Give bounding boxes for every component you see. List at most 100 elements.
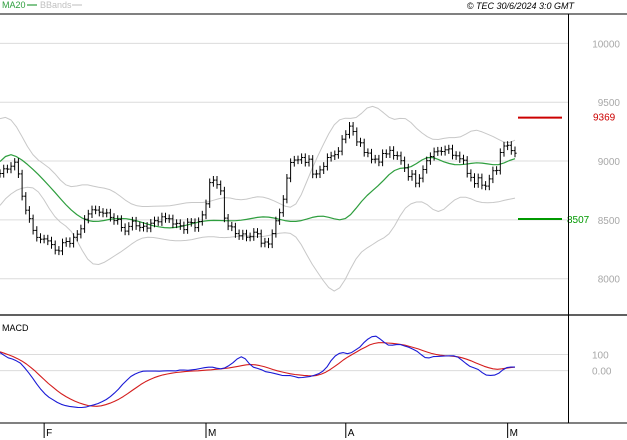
price-bar: [31, 214, 35, 235]
price-bar: [495, 166, 499, 175]
price-bar: [116, 215, 120, 225]
price-bar: [60, 238, 65, 256]
price-bar: [119, 215, 123, 232]
price-bar: [285, 174, 289, 204]
price-bar: [5, 164, 9, 174]
support-label: 8507: [567, 215, 590, 226]
price-bar: [314, 169, 318, 179]
price-bar: [450, 144, 455, 160]
x-axis-tick-labels: FMAMJJ: [43, 423, 518, 439]
price-bar: [160, 212, 164, 226]
price-bar: [244, 229, 249, 242]
price-bar: [513, 146, 517, 158]
price-bar: [123, 223, 127, 236]
ma20-line: [0, 154, 516, 229]
price-bar: [362, 138, 366, 157]
support-resistance-levels: 9369 8507: [518, 113, 616, 226]
price-bar: [35, 226, 39, 242]
price-bar: [127, 222, 131, 236]
price-bar: [252, 228, 256, 241]
price-bar: [425, 156, 429, 174]
price-bar: [421, 165, 425, 183]
price-bar: [94, 205, 98, 215]
price-bar: [193, 218, 197, 232]
price-bar: [42, 234, 46, 244]
macd-y-tick-label: 100: [592, 351, 609, 362]
price-bar: [226, 214, 230, 231]
price-bar: [274, 216, 278, 238]
price-bar: [281, 195, 285, 217]
y-tick-label: 10000: [592, 39, 620, 50]
price-bars: [0, 122, 517, 256]
macd-main-line: [0, 335, 515, 409]
price-bar: [380, 149, 385, 167]
price-bar: [436, 146, 440, 156]
price-bar: [255, 228, 260, 238]
price-bar: [461, 154, 466, 165]
price-bar: [130, 216, 135, 231]
price-bar: [57, 246, 61, 256]
price-bar: [13, 158, 17, 171]
price-bar: [68, 237, 72, 248]
price-bar: [410, 170, 414, 181]
price-bar: [289, 158, 293, 183]
price-bar: [83, 215, 87, 233]
price-bar: [230, 221, 234, 232]
price-bar: [447, 144, 451, 154]
price-bar: [336, 147, 341, 159]
price-bar: [189, 218, 193, 227]
price-bar: [509, 141, 513, 155]
price-bar: [428, 152, 432, 165]
price-bar: [443, 145, 447, 156]
price-bar: [219, 180, 223, 196]
price-bar: [355, 127, 359, 146]
price-bar: [417, 174, 421, 188]
y-axis-tick-labels: 10000 9500 9000 8500 8000 100 0.00: [592, 39, 620, 377]
price-bar: [506, 141, 510, 151]
price-bar: [322, 162, 326, 174]
y-tick-label: 9500: [598, 98, 621, 109]
price-bar: [333, 150, 337, 160]
price-bar: [53, 240, 57, 255]
macd-signal-line: [0, 342, 516, 407]
price-bar: [156, 216, 160, 226]
price-bar: [303, 153, 307, 167]
macd-lines: [0, 335, 516, 409]
price-bar: [439, 146, 444, 156]
price-bar: [266, 237, 271, 249]
price-bar: [311, 155, 315, 179]
price-bar: [388, 146, 392, 158]
price-bar: [483, 181, 488, 191]
price-bar: [16, 158, 20, 178]
price-bar: [163, 212, 168, 223]
price-bar: [395, 151, 399, 160]
price-bar: [277, 208, 282, 225]
price-bar: [469, 169, 473, 182]
price-bar: [465, 156, 469, 178]
price-bar: [329, 151, 333, 162]
resistance-label: 9369: [593, 113, 616, 124]
price-bar: [64, 237, 68, 247]
price-bar: [502, 141, 506, 157]
price-bar: [237, 229, 241, 240]
price-bar: [71, 233, 76, 248]
macd-y-tick-label: 0.00: [592, 367, 612, 378]
price-bar: [167, 214, 171, 223]
price-bar: [344, 130, 348, 144]
price-bar: [399, 151, 403, 165]
price-bar: [182, 221, 186, 234]
price-bar: [366, 148, 370, 158]
price-bar: [233, 222, 238, 238]
price-bar: [406, 163, 410, 181]
price-bar: [0, 169, 2, 178]
x-tick-label: M: [208, 428, 216, 439]
price-bar: [307, 155, 311, 167]
legend-ma20: MA20: [2, 0, 26, 10]
price-bar: [200, 210, 204, 226]
x-tick-label: A: [348, 428, 355, 439]
price-bar: [208, 178, 212, 208]
price-bar: [112, 213, 116, 225]
price-bar: [9, 162, 13, 174]
price-bar: [325, 153, 329, 171]
price-bar: [174, 219, 179, 229]
